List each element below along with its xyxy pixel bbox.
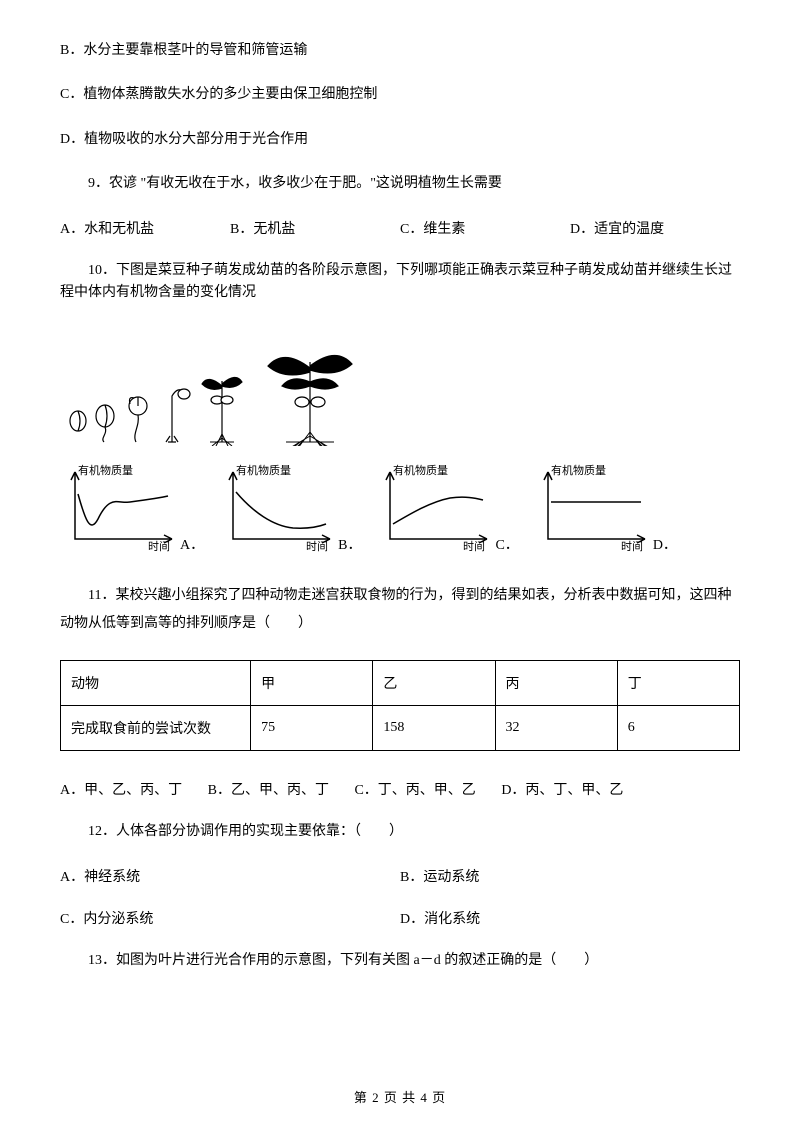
q10-chart-d: 有机物质量 时间 [533,464,653,554]
q12-option-d: D．消化系统 [400,908,740,928]
q9-option-b: B．无机盐 [230,218,400,238]
q11-th-d: 丁 [617,661,739,706]
q8-option-d: D．植物吸收的水分大部分用于光合作用 [60,129,740,151]
q9-option-a: A．水和无机盐 [60,218,230,238]
table-row: 动物 甲 乙 丙 丁 [61,661,740,706]
q9-option-c: C．维生素 [400,218,570,238]
q11-option-b: B．乙、甲、丙、丁 [208,783,329,798]
q10-chart-a: 有机物质量 时间 [60,464,180,554]
q10-chart-b: 有机物质量 时间 [218,464,338,554]
q10-chart-c: 有机物质量 时间 [375,464,495,554]
q11-th-b: 乙 [373,661,495,706]
q10-stem: 10．下图是菜豆种子萌发成幼苗的各阶段示意图，下列哪项能正确表示菜豆种子萌发成幼… [60,260,740,305]
q12-options-row1: A．神经系统 B．运动系统 [60,866,740,886]
q11-val-a: 75 [251,706,373,751]
table-row: 完成取食前的尝试次数 75 158 32 6 [61,706,740,751]
q8-option-b: B．水分主要靠根茎叶的导管和筛管运输 [60,40,740,62]
svg-text:有机物质量: 有机物质量 [393,464,448,477]
q11-table: 动物 甲 乙 丙 丁 完成取食前的尝试次数 75 158 32 6 [60,660,740,751]
page-footer: 第 2 页 共 4 页 [0,1087,800,1106]
q11-val-d: 6 [617,706,739,751]
q9-options: A．水和无机盐 B．无机盐 C．维生素 D．适宜的温度 [60,218,740,238]
q11-val-c: 32 [495,706,617,751]
q9-option-d: D．适宜的温度 [570,218,740,238]
q11-options: A．甲、乙、丙、丁 B．乙、甲、丙、丁 C．丁、丙、甲、乙 D．丙、丁、甲、乙 [60,779,740,799]
svg-text:时间: 时间 [463,540,485,553]
q10-option-b: B． [338,534,361,554]
q11-option-d: D．丙、丁、甲、乙 [501,783,623,798]
q11-val-b: 158 [373,706,495,751]
svg-text:有机物质量: 有机物质量 [78,464,133,477]
q12-option-a: A．神经系统 [60,866,400,886]
svg-text:有机物质量: 有机物质量 [236,464,291,477]
q10-germination-diagram [60,326,740,446]
q13-stem: 13．如图为叶片进行光合作用的示意图，下列有关图 a－d 的叙述正确的是（ ） [60,950,740,972]
q11-th-a: 甲 [251,661,373,706]
q11-row-label: 完成取食前的尝试次数 [61,706,251,751]
svg-text:时间: 时间 [306,540,328,553]
svg-text:有机物质量: 有机物质量 [551,464,606,477]
q11-th-animal: 动物 [61,661,251,706]
q10-charts: 有机物质量 时间 A． 有机物质量 时间 B． 有机物质量 [60,464,740,554]
q8-option-c: C．植物体蒸腾散失水分的多少主要由保卫细胞控制 [60,84,740,106]
q12-stem: 12．人体各部分协调作用的实现主要依靠：（ ） [60,821,740,843]
q10-option-d: D． [653,534,677,554]
q12-options-row2: C．内分泌系统 D．消化系统 [60,908,740,928]
q12-option-c: C．内分泌系统 [60,908,400,928]
svg-text:时间: 时间 [621,540,643,553]
svg-text:时间: 时间 [148,540,170,553]
q10-option-a: A． [180,534,204,554]
q11-option-a: A．甲、乙、丙、丁 [60,783,182,798]
q11-option-c: C．丁、丙、甲、乙 [354,783,475,798]
q10-option-c: C． [495,534,518,554]
q11-th-c: 丙 [495,661,617,706]
q12-option-b: B．运动系统 [400,866,740,886]
q9-stem: 9．农谚 "有收无收在于水，收多收少在于肥。"这说明植物生长需要 [60,173,740,195]
q11-stem: 11．某校兴趣小组探究了四种动物走迷宫获取食物的行为，得到的结果如表，分析表中数… [60,582,740,638]
